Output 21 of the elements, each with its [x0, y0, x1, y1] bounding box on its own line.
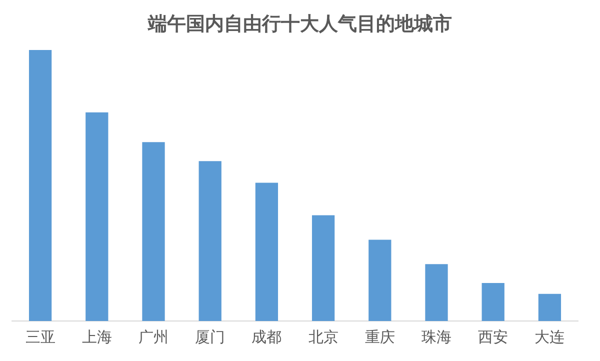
x-tick-label: 上海 — [82, 328, 112, 346]
x-tick-label: 广州 — [138, 328, 168, 346]
x-tick-label: 北京 — [308, 328, 338, 346]
x-tick-label: 三亚 — [25, 328, 56, 346]
bar — [198, 161, 222, 321]
x-tick-label: 西安 — [478, 328, 508, 346]
x-tick-label: 成都 — [252, 328, 282, 346]
bar — [86, 112, 108, 321]
x-tick-label: 重庆 — [364, 328, 395, 346]
x-tick-label: 珠海 — [422, 328, 452, 346]
chart-title: 端午国内自由行十大人气目的地城市 — [146, 12, 453, 37]
bar — [28, 50, 52, 321]
bar — [312, 215, 335, 321]
x-tick-label: 大连 — [534, 328, 565, 346]
bar — [255, 182, 278, 321]
bar — [368, 240, 392, 321]
bar — [482, 283, 504, 321]
bar — [142, 142, 165, 321]
bar — [425, 264, 448, 321]
bar — [538, 294, 562, 321]
x-tick-label: 厦门 — [195, 328, 226, 346]
